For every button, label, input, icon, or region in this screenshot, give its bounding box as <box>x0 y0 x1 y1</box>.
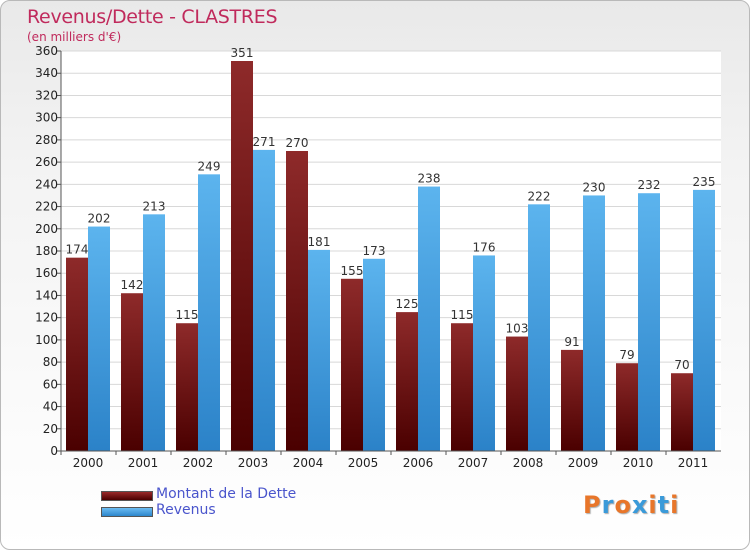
x-tick-label: 2009 <box>568 456 599 470</box>
logo-letter: i <box>670 491 680 519</box>
debt-bar-value-label: 70 <box>674 358 689 372</box>
logo-letter: x <box>631 491 649 519</box>
revenue-bar <box>308 249 330 451</box>
y-tick-label: 180 <box>35 244 58 258</box>
y-tick-label: 300 <box>35 111 58 125</box>
debt-bar <box>231 61 253 451</box>
chart-title: Revenus/Dette - CLASTRES <box>27 6 278 28</box>
y-tick-label: 80 <box>43 355 58 369</box>
y-tick-label: 0 <box>50 444 58 458</box>
x-tick-label: 2005 <box>348 456 379 470</box>
y-tick-label: 200 <box>35 222 58 236</box>
revenue-bar <box>253 149 275 451</box>
logo-letter: t <box>657 491 671 519</box>
logo-letter: r <box>601 491 615 519</box>
x-tick-label: 2001 <box>128 456 159 470</box>
y-tick-label: 140 <box>35 288 58 302</box>
y-tick-label: 280 <box>35 133 58 147</box>
debt-bar <box>396 312 418 451</box>
legend-swatch-debt <box>101 491 153 501</box>
y-tick-label: 220 <box>35 200 58 214</box>
revenue-bar-value-label: 173 <box>363 244 386 258</box>
debt-bar-value-label: 351 <box>231 46 254 60</box>
revenue-bar-value-label: 181 <box>308 235 331 249</box>
y-tick-label: 40 <box>43 400 58 414</box>
revenue-bar <box>638 193 660 451</box>
x-tick-label: 2007 <box>458 456 489 470</box>
debt-bar <box>341 278 363 451</box>
debt-bar <box>506 336 528 451</box>
y-tick-label: 100 <box>35 333 58 347</box>
revenue-bar-value-label: 222 <box>528 189 551 203</box>
revenue-bar <box>528 204 550 451</box>
x-tick-label: 2011 <box>678 456 709 470</box>
y-tick-label: 260 <box>35 155 58 169</box>
revenue-bar <box>418 186 440 452</box>
debt-bar-value-label: 155 <box>341 264 364 278</box>
revenue-bar-value-label: 202 <box>88 212 111 226</box>
y-tick-label: 120 <box>35 311 58 325</box>
x-tick-label: 2006 <box>403 456 434 470</box>
revenue-bar-value-label: 271 <box>253 135 276 149</box>
debt-bar <box>66 257 88 451</box>
debt-bar-value-label: 115 <box>176 308 199 322</box>
x-tick-label: 2004 <box>293 456 324 470</box>
revenue-bar <box>473 255 495 451</box>
revenue-bar-value-label: 213 <box>143 199 166 213</box>
x-tick-label: 2000 <box>73 456 104 470</box>
logo-letter: i <box>648 491 658 519</box>
logo-letter: P <box>583 491 602 519</box>
revenue-bar-value-label: 232 <box>638 178 661 192</box>
y-tick-label: 60 <box>43 377 58 391</box>
debt-bar-value-label: 142 <box>121 278 144 292</box>
x-tick-label: 2010 <box>623 456 654 470</box>
revenue-bar <box>693 189 715 451</box>
y-tick-label: 20 <box>43 422 58 436</box>
debt-bar-value-label: 103 <box>506 322 529 336</box>
y-tick-label: 240 <box>35 177 58 191</box>
debt-bar <box>671 373 693 451</box>
legend-label-revenue: Revenus <box>156 502 216 518</box>
x-tick-label: 2003 <box>238 456 269 470</box>
revenue-bar <box>88 226 110 451</box>
debt-bar <box>451 323 473 451</box>
x-tick-label: 2008 <box>513 456 544 470</box>
revenue-bar <box>143 214 165 451</box>
proxiti-logo: Proxiti <box>583 491 679 519</box>
legend-swatch-revenue <box>101 507 153 517</box>
revenue-bar-value-label: 238 <box>418 172 441 186</box>
revenue-bar-value-label: 235 <box>693 175 716 189</box>
debt-bar-value-label: 91 <box>564 335 579 349</box>
y-tick-label: 160 <box>35 266 58 280</box>
debt-bar-value-label: 270 <box>286 136 309 150</box>
revenue-bar-value-label: 230 <box>583 180 606 194</box>
y-tick-label: 340 <box>35 66 58 80</box>
legend-label-debt: Montant de la Dette <box>156 486 297 502</box>
debt-bar-value-label: 174 <box>66 243 89 257</box>
debt-bar-value-label: 79 <box>619 348 634 362</box>
debt-bar <box>286 151 308 451</box>
revenue-bar-value-label: 249 <box>198 159 221 173</box>
debt-bar <box>616 363 638 451</box>
debt-bar <box>121 293 143 451</box>
revenue-bar <box>198 174 220 452</box>
y-tick-label: 360 <box>35 44 58 58</box>
x-tick-label: 2002 <box>183 456 214 470</box>
y-tick-label: 320 <box>35 88 58 102</box>
logo-letter: o <box>614 491 632 519</box>
revenue-bar <box>363 258 385 451</box>
revenue-bar-value-label: 176 <box>473 240 496 254</box>
revenue-bar <box>583 195 605 451</box>
debt-bar <box>561 349 583 451</box>
debt-bar <box>176 323 198 451</box>
chart-subtitle: (en milliers d'€) <box>27 30 122 44</box>
debt-bar-value-label: 125 <box>396 297 419 311</box>
debt-bar-value-label: 115 <box>451 308 474 322</box>
